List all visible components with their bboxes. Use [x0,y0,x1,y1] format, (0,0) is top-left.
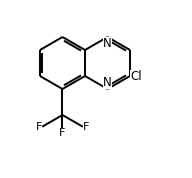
Text: N: N [103,76,112,89]
Text: N: N [103,37,112,50]
Text: F: F [83,122,89,132]
Text: F: F [59,128,66,138]
Text: F: F [36,122,42,132]
Text: Cl: Cl [130,69,142,82]
